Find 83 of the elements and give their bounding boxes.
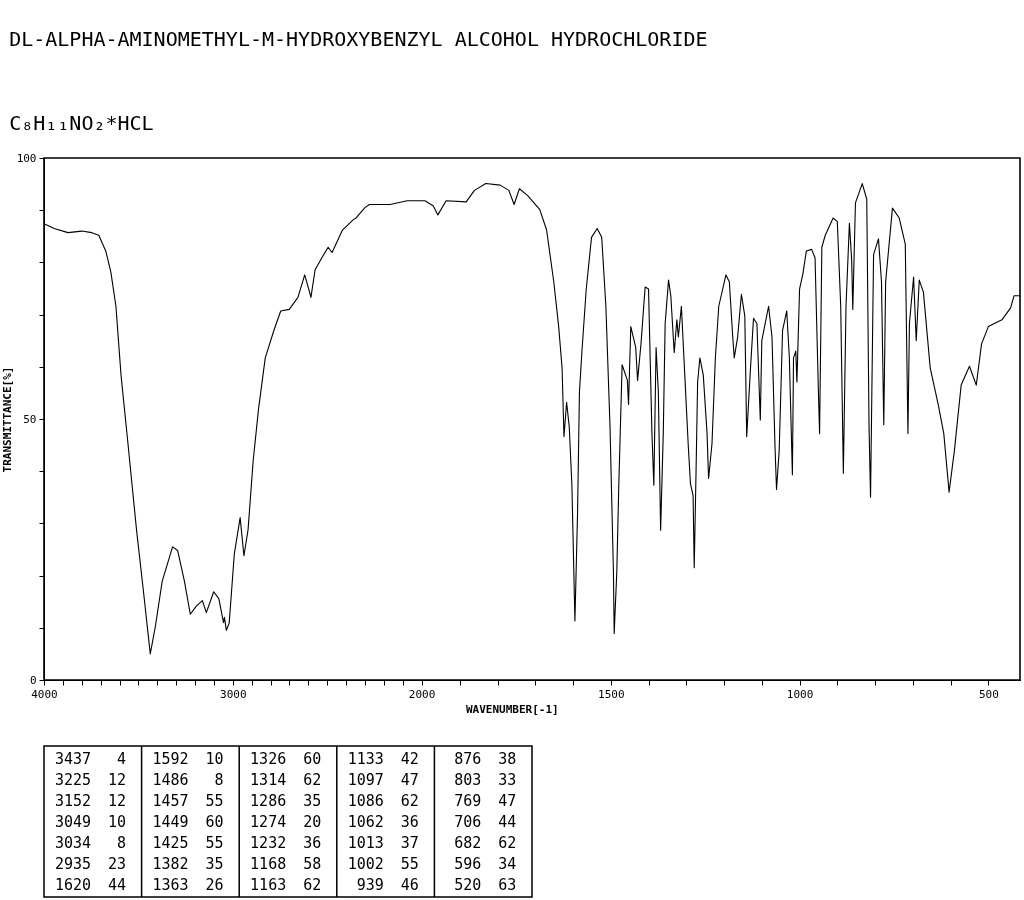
text: 876: [454, 749, 482, 768]
text: 803: [454, 770, 482, 789]
text: 939: [356, 875, 384, 894]
text: 1382: [152, 854, 189, 873]
text: 62: [498, 833, 517, 852]
text: 1425: [152, 833, 189, 852]
text: 26: [205, 875, 224, 894]
text: 8: [214, 770, 224, 789]
text: 62: [400, 791, 419, 810]
x-tick-label: 1500: [598, 687, 625, 701]
text: 520: [454, 875, 482, 894]
text: 63: [498, 875, 517, 894]
text: 1449: [152, 812, 189, 831]
text: 55: [205, 791, 224, 810]
text: 1133: [347, 749, 384, 768]
chart-subtitle: C₈H₁₁NO₂*HCL: [9, 111, 154, 135]
text: 46: [400, 875, 419, 894]
text: 1002: [347, 854, 384, 873]
text: 3225: [54, 770, 91, 789]
text: 23: [107, 854, 126, 873]
text: 10: [205, 749, 224, 768]
text: 1013: [347, 833, 384, 852]
chart-title: DL-ALPHA-AMINOMETHYL-M-HYDROXYBENZYL ALCOHOL HYDROCHLORIDE: [9, 27, 708, 51]
text: 20: [303, 812, 322, 831]
text: 36: [400, 812, 419, 831]
text: 1326: [250, 749, 287, 768]
text: 33: [498, 770, 517, 789]
text: 1363: [152, 875, 189, 894]
text: 1232: [250, 833, 287, 852]
y-tick-label: 0: [29, 673, 37, 687]
text: 60: [303, 749, 322, 768]
y-tick-label: 100: [16, 151, 37, 165]
text: 1592: [152, 749, 189, 768]
text: 12: [107, 791, 126, 810]
text: 47: [400, 770, 419, 789]
text: 4: [116, 749, 126, 768]
text: 706: [454, 812, 482, 831]
y-tick-label: 50: [23, 412, 37, 426]
text: 682: [454, 833, 482, 852]
x-tick-label: 4000: [31, 687, 58, 701]
x-tick-label: 3000: [220, 687, 247, 701]
text: 34: [498, 854, 517, 873]
text: 769: [454, 791, 482, 810]
text: 1163: [250, 875, 287, 894]
text: 596: [454, 854, 482, 873]
text: 44: [107, 875, 126, 894]
text: 58: [303, 854, 322, 873]
text: 60: [205, 812, 224, 831]
text: 37: [400, 833, 419, 852]
text: 1062: [347, 812, 384, 831]
text: 3437: [54, 749, 91, 768]
x-tick-label: 1000: [786, 687, 814, 701]
text: 55: [400, 854, 419, 873]
text: 1274: [250, 812, 287, 831]
text: 35: [303, 791, 322, 810]
x-axis-title: WAVENUMBER[-1]: [465, 702, 559, 716]
x-tick-label: 2000: [408, 687, 436, 701]
text: 3034: [54, 833, 91, 852]
text: 47: [498, 791, 517, 810]
text: 3049: [54, 812, 91, 831]
text: 36: [303, 833, 322, 852]
text: 1286: [250, 791, 287, 810]
text: 1097: [347, 770, 384, 789]
text: 1486: [152, 770, 189, 789]
text: 38: [498, 749, 517, 768]
text: 44: [498, 812, 517, 831]
text: 1086: [347, 791, 384, 810]
text: 1620: [54, 875, 91, 894]
text: 1314: [250, 770, 287, 789]
text: 1168: [250, 854, 287, 873]
text: 2935: [54, 854, 91, 873]
text: 62: [303, 875, 322, 894]
text: 8: [116, 833, 126, 852]
y-axis-title: TRANSMITTANCE[%]: [0, 366, 14, 473]
text: 10: [107, 812, 126, 831]
text: 62: [303, 770, 322, 789]
text: 35: [205, 854, 224, 873]
text: 55: [205, 833, 224, 852]
text: 42: [400, 749, 419, 768]
text: 12: [107, 770, 126, 789]
x-tick-label: 500: [978, 687, 999, 701]
text: 1457: [152, 791, 189, 810]
text: 3152: [54, 791, 91, 810]
